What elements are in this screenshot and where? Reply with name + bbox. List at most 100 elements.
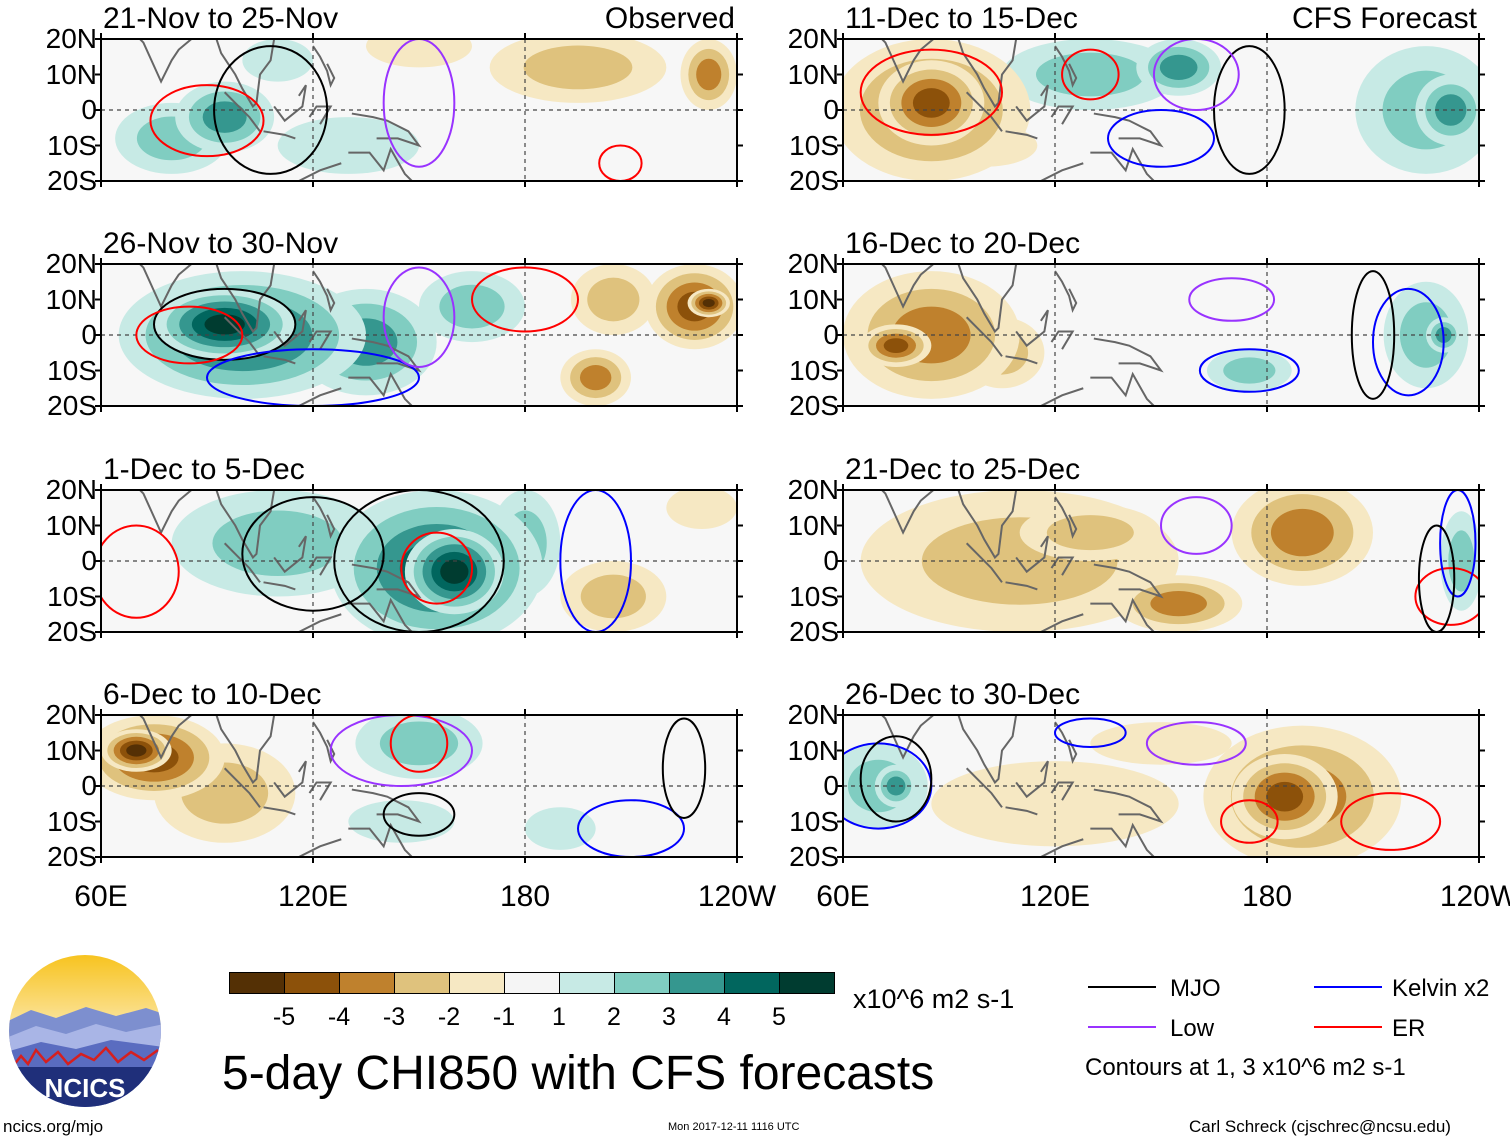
contour-low: [1188, 277, 1276, 322]
legend-mjo-line: [1088, 986, 1156, 988]
axis-ticks: [95, 484, 743, 638]
coastlines: [138, 490, 422, 632]
contour-kelvin: [1107, 109, 1215, 168]
anomaly-shade: [696, 58, 722, 91]
contour-er: [101, 524, 180, 619]
chi850-panel: [101, 715, 737, 857]
y-tick-label: 10S: [789, 354, 839, 386]
panel-field: [101, 715, 737, 857]
y-tick-label: 10N: [45, 734, 97, 766]
y-tick-label: 20N: [787, 248, 839, 279]
contour-low: [1145, 721, 1247, 766]
y-tick-label: 0: [823, 545, 839, 576]
contour-low: [382, 39, 456, 168]
colorbar-units: x10^6 m2 s-1: [853, 984, 1015, 1014]
panel-field: [101, 39, 737, 181]
axis-ticks: [837, 258, 1485, 412]
contour-kelvin: [559, 490, 632, 632]
y-tick-label: 20N: [787, 23, 839, 54]
contour-kelvin: [1198, 348, 1300, 393]
ncics-logo: NCICS: [6, 952, 164, 1110]
panel-title: 11-Dec to 15-Dec: [845, 2, 1078, 35]
contour-er: [400, 531, 473, 605]
x-tick-label: 120E: [1019, 880, 1091, 913]
panel-title: 21-Dec to 25-Dec: [845, 453, 1081, 486]
anomaly-shade: [702, 298, 715, 308]
contour-kelvin: [1372, 287, 1445, 397]
observed-label: Observed: [604, 2, 735, 35]
chi850-panel: [843, 39, 1479, 181]
colorbar-swatch: [229, 972, 285, 994]
colorbar-swatch: [669, 972, 725, 994]
contour-er: [389, 715, 449, 773]
contour-mjo: [241, 496, 385, 612]
axis-ticks: [95, 709, 743, 863]
panel-title: 26-Dec to 30-Dec: [845, 678, 1081, 711]
legend-kelvin-label: Kelvin x2: [1392, 975, 1490, 1002]
legend-low-label: Low: [1170, 1015, 1215, 1042]
colorbar-label: 2: [607, 1003, 621, 1031]
colorbar-label: 3: [662, 1003, 676, 1031]
y-tick-label: 10S: [789, 805, 839, 837]
panel-title: 26-Nov to 30-Nov: [103, 227, 339, 260]
colorbar-label: -2: [437, 1003, 461, 1031]
anomaly-shade: [1435, 94, 1467, 126]
x-tick-label: 180: [499, 880, 551, 913]
anomaly-shade: [242, 39, 313, 82]
grid-lines: [843, 39, 1479, 181]
panel-field: [101, 264, 737, 406]
colorbar-label: 5: [772, 1003, 786, 1031]
anomaly-shade: [666, 490, 737, 530]
coastlines: [880, 490, 1164, 632]
legend-low-line: [1088, 1026, 1156, 1028]
y-tick-label: 0: [823, 770, 839, 801]
coastlines: [880, 715, 1164, 857]
y-tick-label: 20N: [45, 474, 97, 505]
contour-mjo: [1213, 45, 1286, 175]
anomaly-shade: [440, 559, 469, 584]
y-tick-label: 20S: [47, 165, 97, 196]
colorbar-label: -3: [382, 1003, 406, 1031]
anomaly-shade: [439, 284, 505, 329]
y-tick-label: 10N: [45, 283, 97, 315]
contour-mjo: [1417, 524, 1456, 632]
axis-ticks: [837, 33, 1485, 187]
anomaly-shade: [1223, 357, 1276, 384]
ncics-logo-graphic: NCICS: [9, 955, 161, 1107]
colorbar-label: -1: [492, 1003, 516, 1031]
axis-ticks: [95, 33, 743, 187]
panel-title: 1-Dec to 5-Dec: [103, 453, 305, 486]
anomaly-shade: [1150, 590, 1207, 617]
grid-lines: [101, 264, 737, 406]
colorbar-swatch: [449, 972, 505, 994]
y-tick-label: 20S: [47, 616, 97, 647]
coastlines: [138, 264, 422, 406]
footer-url[interactable]: ncics.org/mjo: [3, 1117, 104, 1136]
y-tick-label: 20S: [47, 390, 97, 421]
y-tick-label: 10N: [45, 509, 97, 541]
colorbar-label: -4: [327, 1003, 351, 1031]
y-tick-label: 20S: [47, 841, 97, 872]
y-tick-label: 20N: [787, 699, 839, 730]
y-tick-label: 20S: [789, 841, 839, 872]
panel-title: 21-Nov to 25-Nov: [103, 2, 339, 35]
anomaly-shade: [883, 338, 909, 354]
chi850-panel: [843, 715, 1479, 857]
x-tick-label: 120W: [1439, 880, 1510, 913]
axis-ticks: [837, 709, 1485, 863]
axis-ticks: [837, 484, 1485, 638]
y-tick-label: 0: [823, 319, 839, 350]
y-tick-label: 10N: [787, 283, 839, 315]
y-tick-label: 20N: [45, 23, 97, 54]
contour-low: [329, 715, 473, 787]
colorbar-swatch: [284, 972, 340, 994]
panel-field: [843, 715, 1479, 857]
y-tick-label: 20N: [45, 699, 97, 730]
contour-er: [1414, 567, 1479, 626]
y-tick-label: 10S: [47, 580, 97, 612]
contour-mjo: [333, 490, 505, 632]
contour-mjo: [153, 287, 297, 361]
contour-er: [598, 144, 643, 181]
panel-field: [843, 264, 1479, 406]
y-tick-label: 10N: [787, 734, 839, 766]
